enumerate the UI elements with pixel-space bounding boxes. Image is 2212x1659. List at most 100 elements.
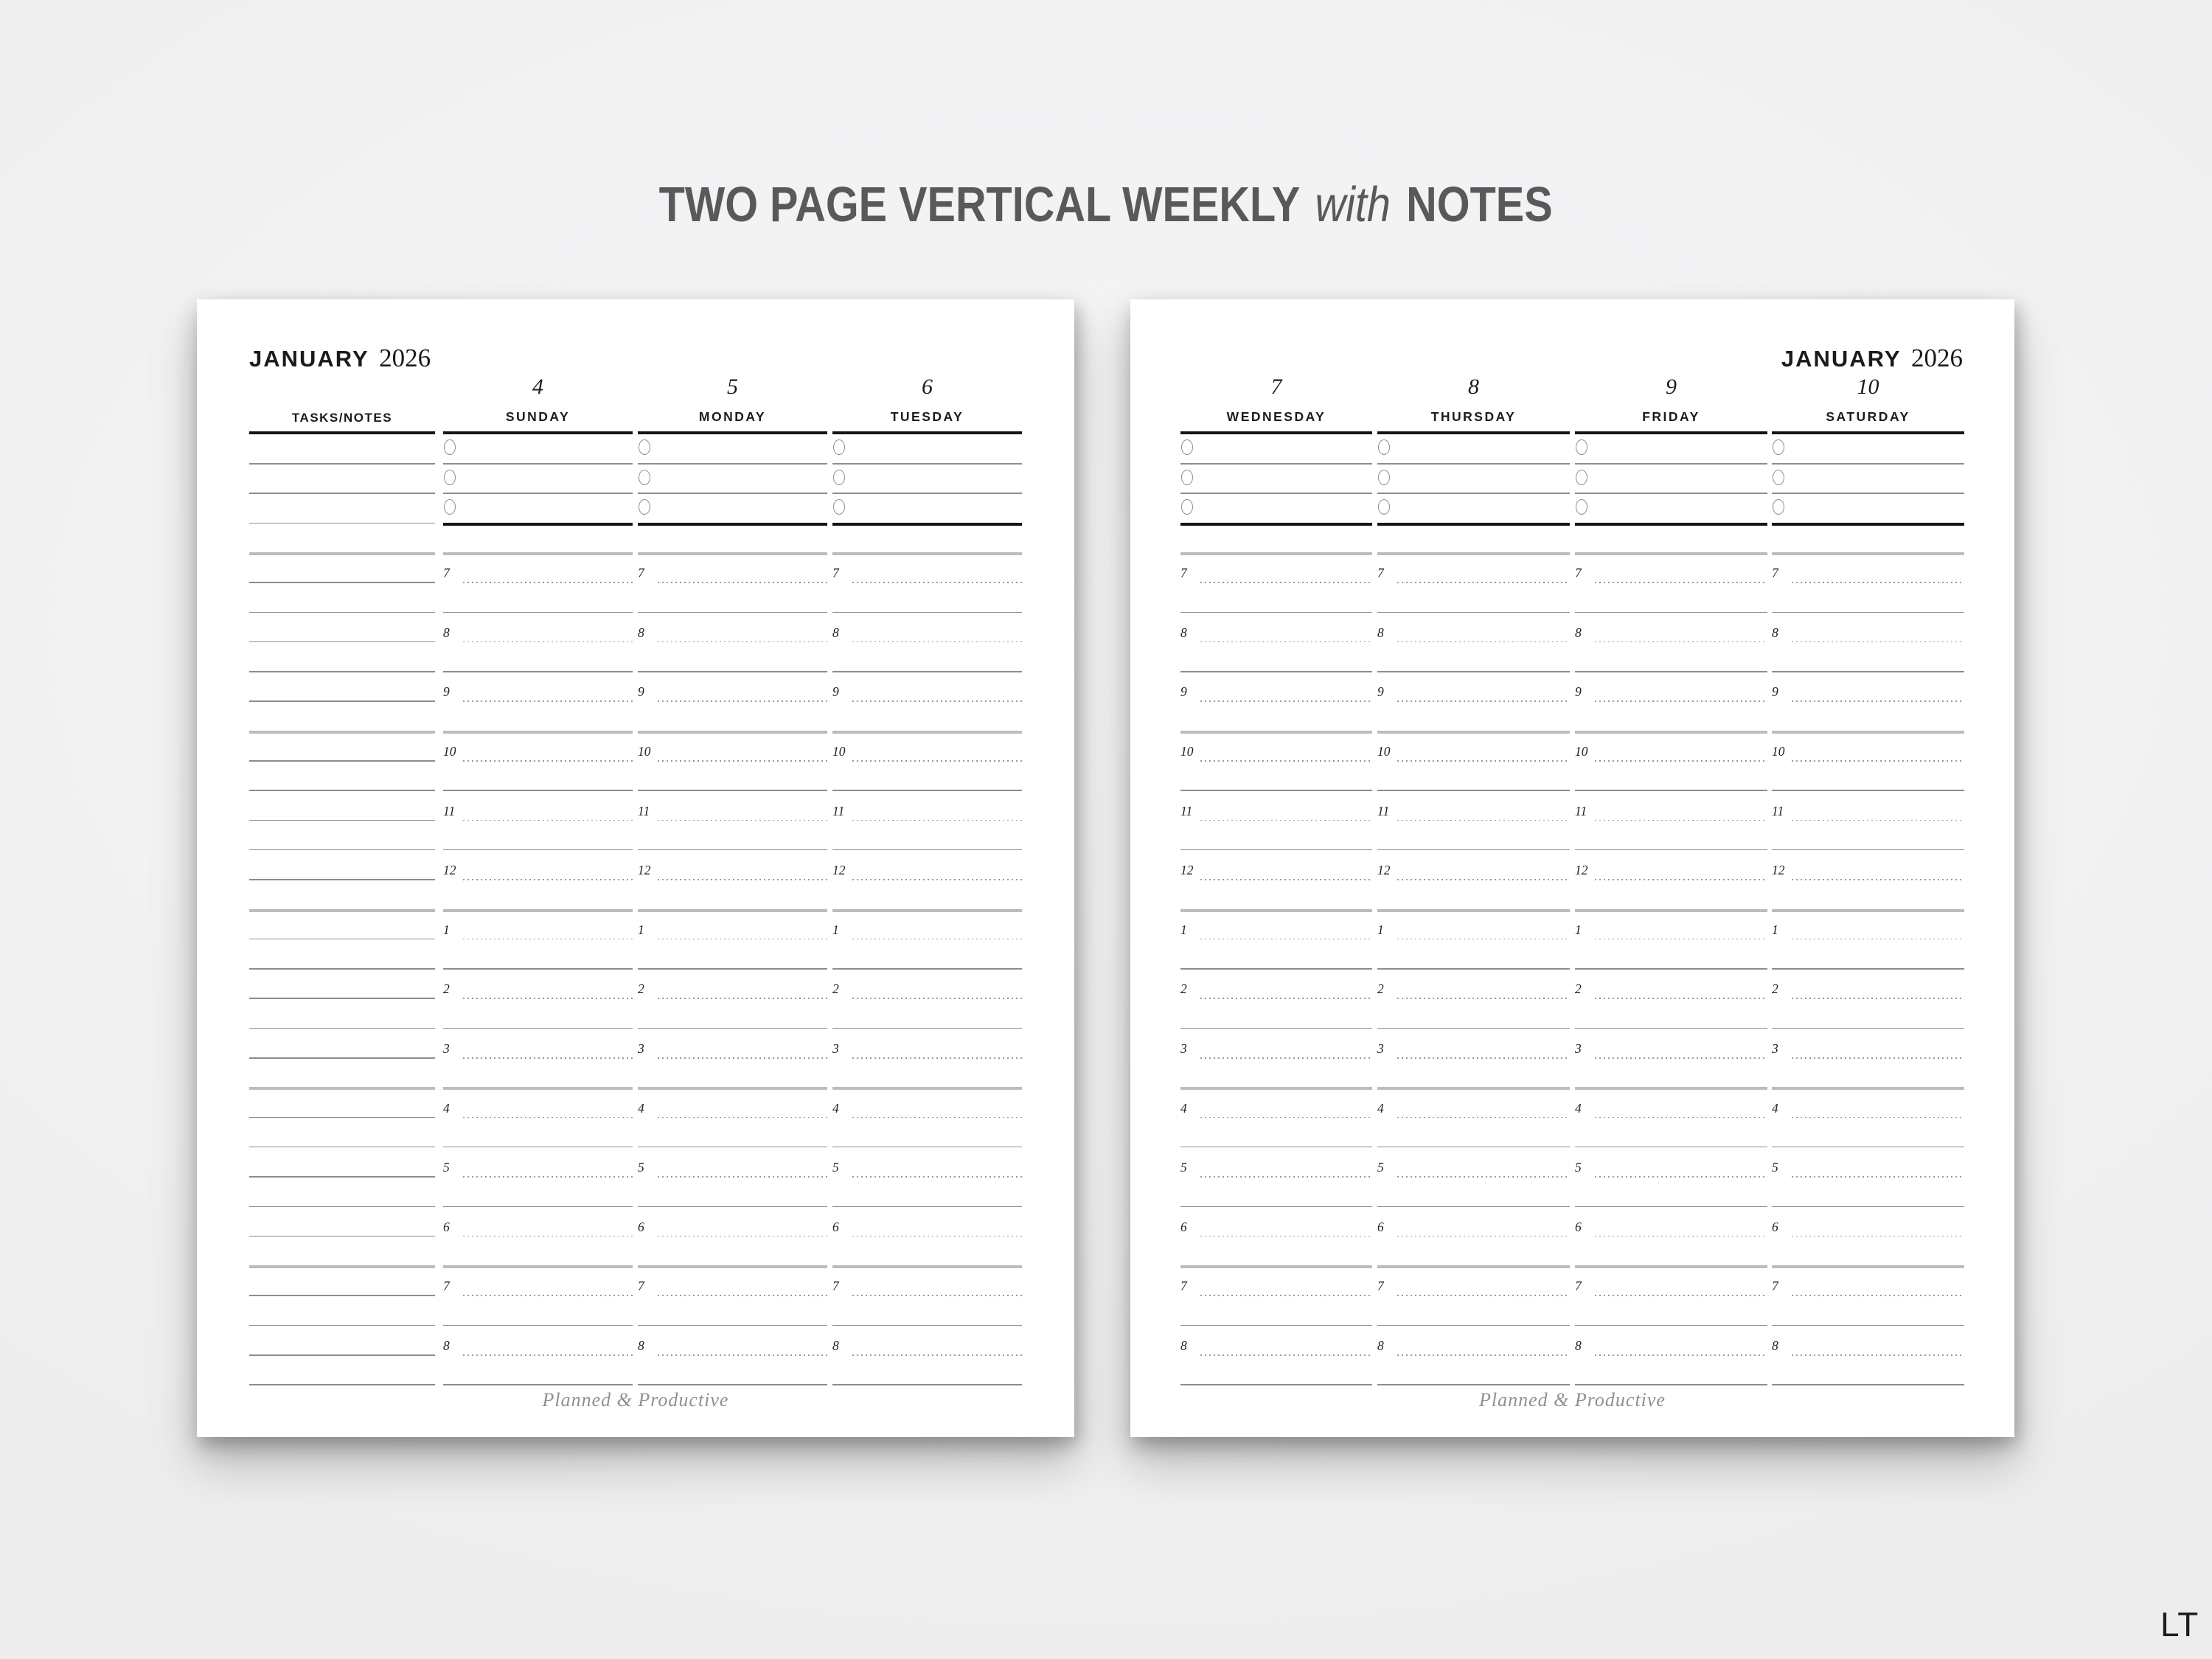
hour-dotted-line — [852, 1057, 1022, 1059]
hour-dotted-line — [463, 700, 633, 702]
half-hour-line — [638, 1384, 827, 1385]
header-underline — [832, 431, 1022, 434]
section-divider-line — [638, 1087, 827, 1091]
watermark: LT — [2160, 1605, 2199, 1644]
hour-dotted-line — [1595, 1176, 1767, 1178]
hour-label: 10 — [638, 744, 651, 759]
hour-dotted-line — [1792, 1057, 1964, 1059]
hour-dotted-line — [1595, 760, 1767, 762]
hour-label: 10 — [1180, 744, 1194, 759]
section-divider-line — [249, 1087, 435, 1091]
image-title-emphasis: with — [1315, 177, 1391, 232]
half-hour-line — [832, 849, 1022, 851]
hour-label: 2 — [1180, 981, 1187, 997]
hour-dotted-line — [1595, 819, 1767, 821]
section-divider-line — [1180, 908, 1372, 912]
hour-dotted-line — [463, 1354, 633, 1356]
hour-label: 7 — [443, 1279, 450, 1294]
planner-page-left: JANUARY 2026 Planned & Productive TASKS/… — [197, 299, 1074, 1437]
hour-dotted-line — [1792, 700, 1964, 702]
half-hour-line — [443, 1324, 633, 1326]
section-divider-line — [832, 1265, 1022, 1269]
half-hour-line — [443, 1146, 633, 1148]
tasks-notes-header: TASKS/NOTES — [291, 411, 393, 425]
header-underline — [1772, 431, 1964, 434]
hour-dotted-line — [658, 938, 827, 940]
notes-ruled-line — [249, 1384, 435, 1385]
hour-label: 11 — [1575, 803, 1587, 818]
half-hour-line — [1772, 968, 1964, 970]
half-hour-line — [832, 790, 1022, 791]
hour-label: 1 — [1377, 922, 1384, 937]
hour-label: 10 — [1575, 744, 1588, 759]
hour-label: 3 — [638, 1041, 644, 1056]
hour-label: 5 — [832, 1160, 839, 1175]
hour-dotted-line — [658, 582, 827, 583]
image-title-main: TWO PAGE VERTICAL WEEKLY — [658, 177, 1300, 232]
section-divider-line — [249, 908, 435, 912]
month-year: 2026 — [379, 344, 431, 372]
hour-label: 4 — [1575, 1100, 1582, 1116]
half-hour-line — [1772, 1027, 1964, 1029]
hour-dotted-line — [658, 1057, 827, 1059]
hour-label: 8 — [443, 1338, 450, 1353]
half-hour-line — [1377, 1146, 1570, 1148]
day-date: 4 — [532, 375, 543, 399]
checkbox-circle — [1773, 499, 1784, 515]
hour-label: 3 — [1377, 1041, 1384, 1056]
checkbox-circle — [444, 499, 456, 515]
hour-dotted-line — [463, 1116, 633, 1119]
hour-label: 7 — [1575, 1279, 1582, 1294]
hour-label: 7 — [832, 1279, 839, 1294]
section-divider-line — [1772, 730, 1964, 734]
hour-dotted-line — [658, 1176, 827, 1178]
hour-dotted-line — [1792, 998, 1964, 999]
checkbox-row-line — [832, 493, 1022, 494]
section-divider-line — [1180, 1265, 1372, 1269]
section-divider-line — [249, 552, 435, 555]
month-name: JANUARY — [249, 346, 369, 372]
hour-label: 11 — [638, 803, 650, 818]
checkbox-circle — [444, 470, 456, 486]
half-hour-line — [1575, 968, 1767, 970]
section-divider-line — [1772, 1087, 1964, 1091]
hour-dotted-line — [1200, 1354, 1372, 1356]
day-name: THURSDAY — [1430, 409, 1517, 424]
header-underline — [1180, 431, 1372, 434]
half-hour-line — [638, 1027, 827, 1029]
checkbox-row-line — [638, 493, 827, 494]
hour-dotted-line — [1200, 1235, 1372, 1237]
hour-dotted-line — [463, 1176, 633, 1178]
hour-label: 5 — [1377, 1160, 1384, 1175]
hour-dotted-line — [852, 1235, 1022, 1237]
hour-dotted-line — [658, 760, 827, 762]
hour-label: 8 — [1180, 625, 1187, 640]
header-underline — [249, 431, 435, 434]
hour-dotted-line — [658, 641, 827, 643]
half-hour-line — [1180, 1027, 1372, 1029]
day-name: SUNDAY — [505, 409, 571, 424]
day-name: SATURDAY — [1826, 409, 1910, 424]
section-divider-line — [1377, 1087, 1570, 1091]
planner-page-right: JANUARY 2026 Planned & Productive 7 WEDNE… — [1130, 299, 2014, 1437]
half-hour-line — [443, 1027, 633, 1029]
notes-ruled-line — [249, 641, 435, 643]
hour-label: 11 — [1772, 803, 1784, 818]
section-divider-line — [1575, 552, 1767, 555]
hour-label: 5 — [638, 1160, 644, 1175]
hour-label: 6 — [1377, 1219, 1384, 1234]
hour-label: 9 — [1180, 684, 1187, 700]
half-hour-line — [443, 671, 633, 672]
hour-label: 3 — [1575, 1041, 1582, 1056]
hour-label: 11 — [1180, 803, 1193, 818]
hour-dotted-line — [463, 938, 633, 940]
hour-label: 12 — [832, 863, 846, 878]
hour-dotted-line — [658, 819, 827, 821]
day-date: 6 — [922, 375, 933, 399]
section-divider-line — [832, 730, 1022, 734]
notes-ruled-line — [249, 1146, 435, 1148]
hour-dotted-line — [1397, 819, 1570, 821]
half-hour-line — [1575, 1146, 1767, 1148]
section-divider-line — [1377, 730, 1570, 734]
hour-label: 2 — [1377, 981, 1384, 997]
